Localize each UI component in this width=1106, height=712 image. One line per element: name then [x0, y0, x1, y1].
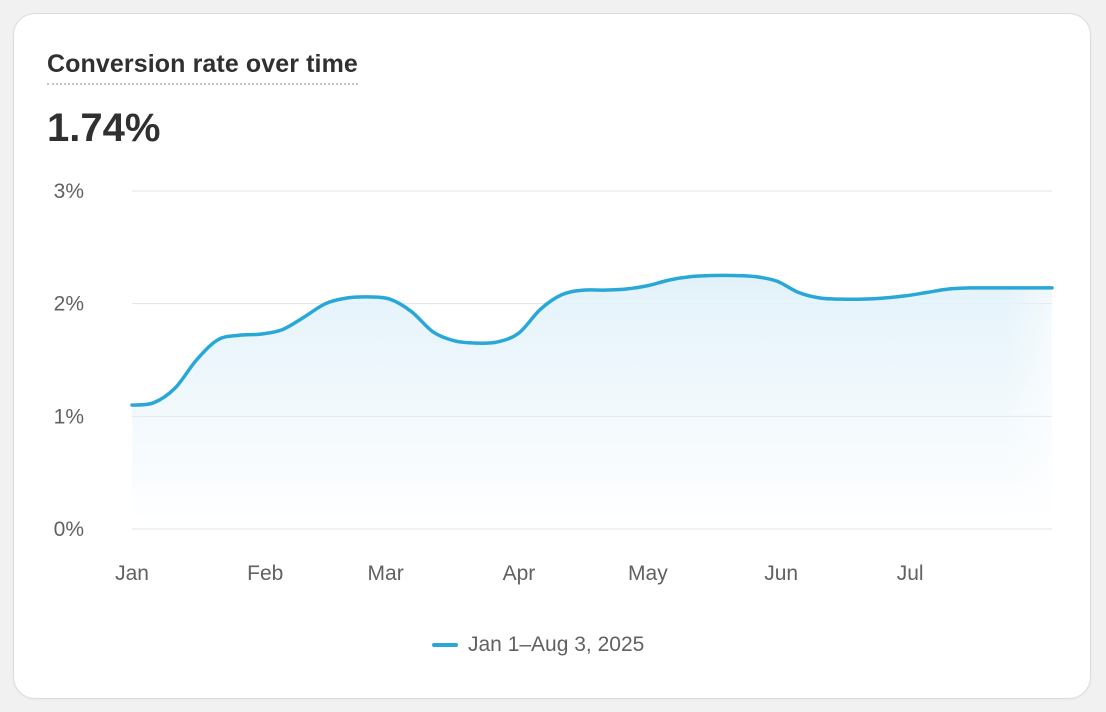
data-point [946, 286, 952, 292]
data-point [1010, 285, 1016, 291]
data-point [645, 283, 651, 289]
y-tick-label: 3% [54, 180, 84, 203]
data-point [494, 339, 500, 345]
data-point [774, 278, 780, 284]
data-point [408, 309, 414, 315]
data-point [752, 274, 758, 280]
card-title[interactable]: Conversion rate over time [47, 49, 358, 85]
x-tick-label: Jun [764, 562, 798, 585]
data-point [838, 296, 844, 302]
data-point [881, 295, 887, 301]
data-point [129, 402, 135, 408]
x-tick-label: Feb [247, 562, 283, 585]
y-tick-label: 2% [54, 293, 84, 316]
series-area-fill [132, 275, 1052, 529]
x-tick-label: May [628, 562, 668, 585]
conversion-rate-card: Conversion rate over time 1.74% 0% 1% 2% 3%… [13, 13, 1091, 699]
y-tick-label: 1% [54, 405, 84, 428]
data-point [365, 294, 371, 300]
data-point [924, 289, 930, 295]
data-point [795, 289, 801, 295]
x-tick-label: Apr [503, 562, 536, 585]
data-point [688, 274, 694, 280]
x-tick-label: Jan [115, 562, 149, 585]
data-point [516, 330, 522, 336]
data-point [817, 295, 823, 301]
data-point [903, 293, 909, 299]
x-tick-label: Mar [368, 562, 404, 585]
data-point [989, 285, 995, 291]
data-point [151, 400, 157, 406]
x-tick-label: Jul [897, 562, 924, 585]
data-point [193, 357, 199, 363]
data-point [537, 306, 543, 312]
data-point [473, 340, 479, 346]
data-point [580, 287, 586, 293]
data-point [1032, 285, 1038, 291]
data-point [666, 277, 672, 283]
data-point [602, 287, 608, 293]
data-point [236, 332, 242, 338]
data-point [322, 301, 328, 307]
data-point [258, 331, 264, 337]
data-point [967, 285, 973, 291]
data-point [451, 338, 457, 344]
series-line[interactable] [130, 273, 1054, 407]
data-point [430, 329, 436, 335]
data-point [731, 273, 737, 279]
legend-swatch [432, 643, 458, 647]
data-point [301, 314, 307, 320]
y-axis: 0% 1% 2% 3% [54, 180, 84, 541]
data-point [709, 273, 715, 279]
data-point [623, 286, 629, 292]
data-point [344, 295, 350, 301]
metric-value: 1.74% [47, 106, 161, 150]
chart-legend[interactable]: Jan 1–Aug 3, 2025 [432, 631, 644, 659]
data-point [215, 337, 221, 343]
data-point [860, 296, 866, 302]
data-point [172, 385, 178, 391]
legend-label: Jan 1–Aug 3, 2025 [468, 633, 645, 656]
data-point [279, 327, 285, 333]
data-point [1049, 285, 1055, 291]
y-tick-label: 0% [54, 518, 84, 541]
x-axis: Jan Feb Mar Apr May Jun Jul [115, 562, 923, 585]
data-point [387, 296, 393, 302]
data-point [559, 292, 565, 298]
line-chart: 0% 1% 2% 3% Jan Feb Mar Apr May Jun Jul [54, 180, 1055, 585]
